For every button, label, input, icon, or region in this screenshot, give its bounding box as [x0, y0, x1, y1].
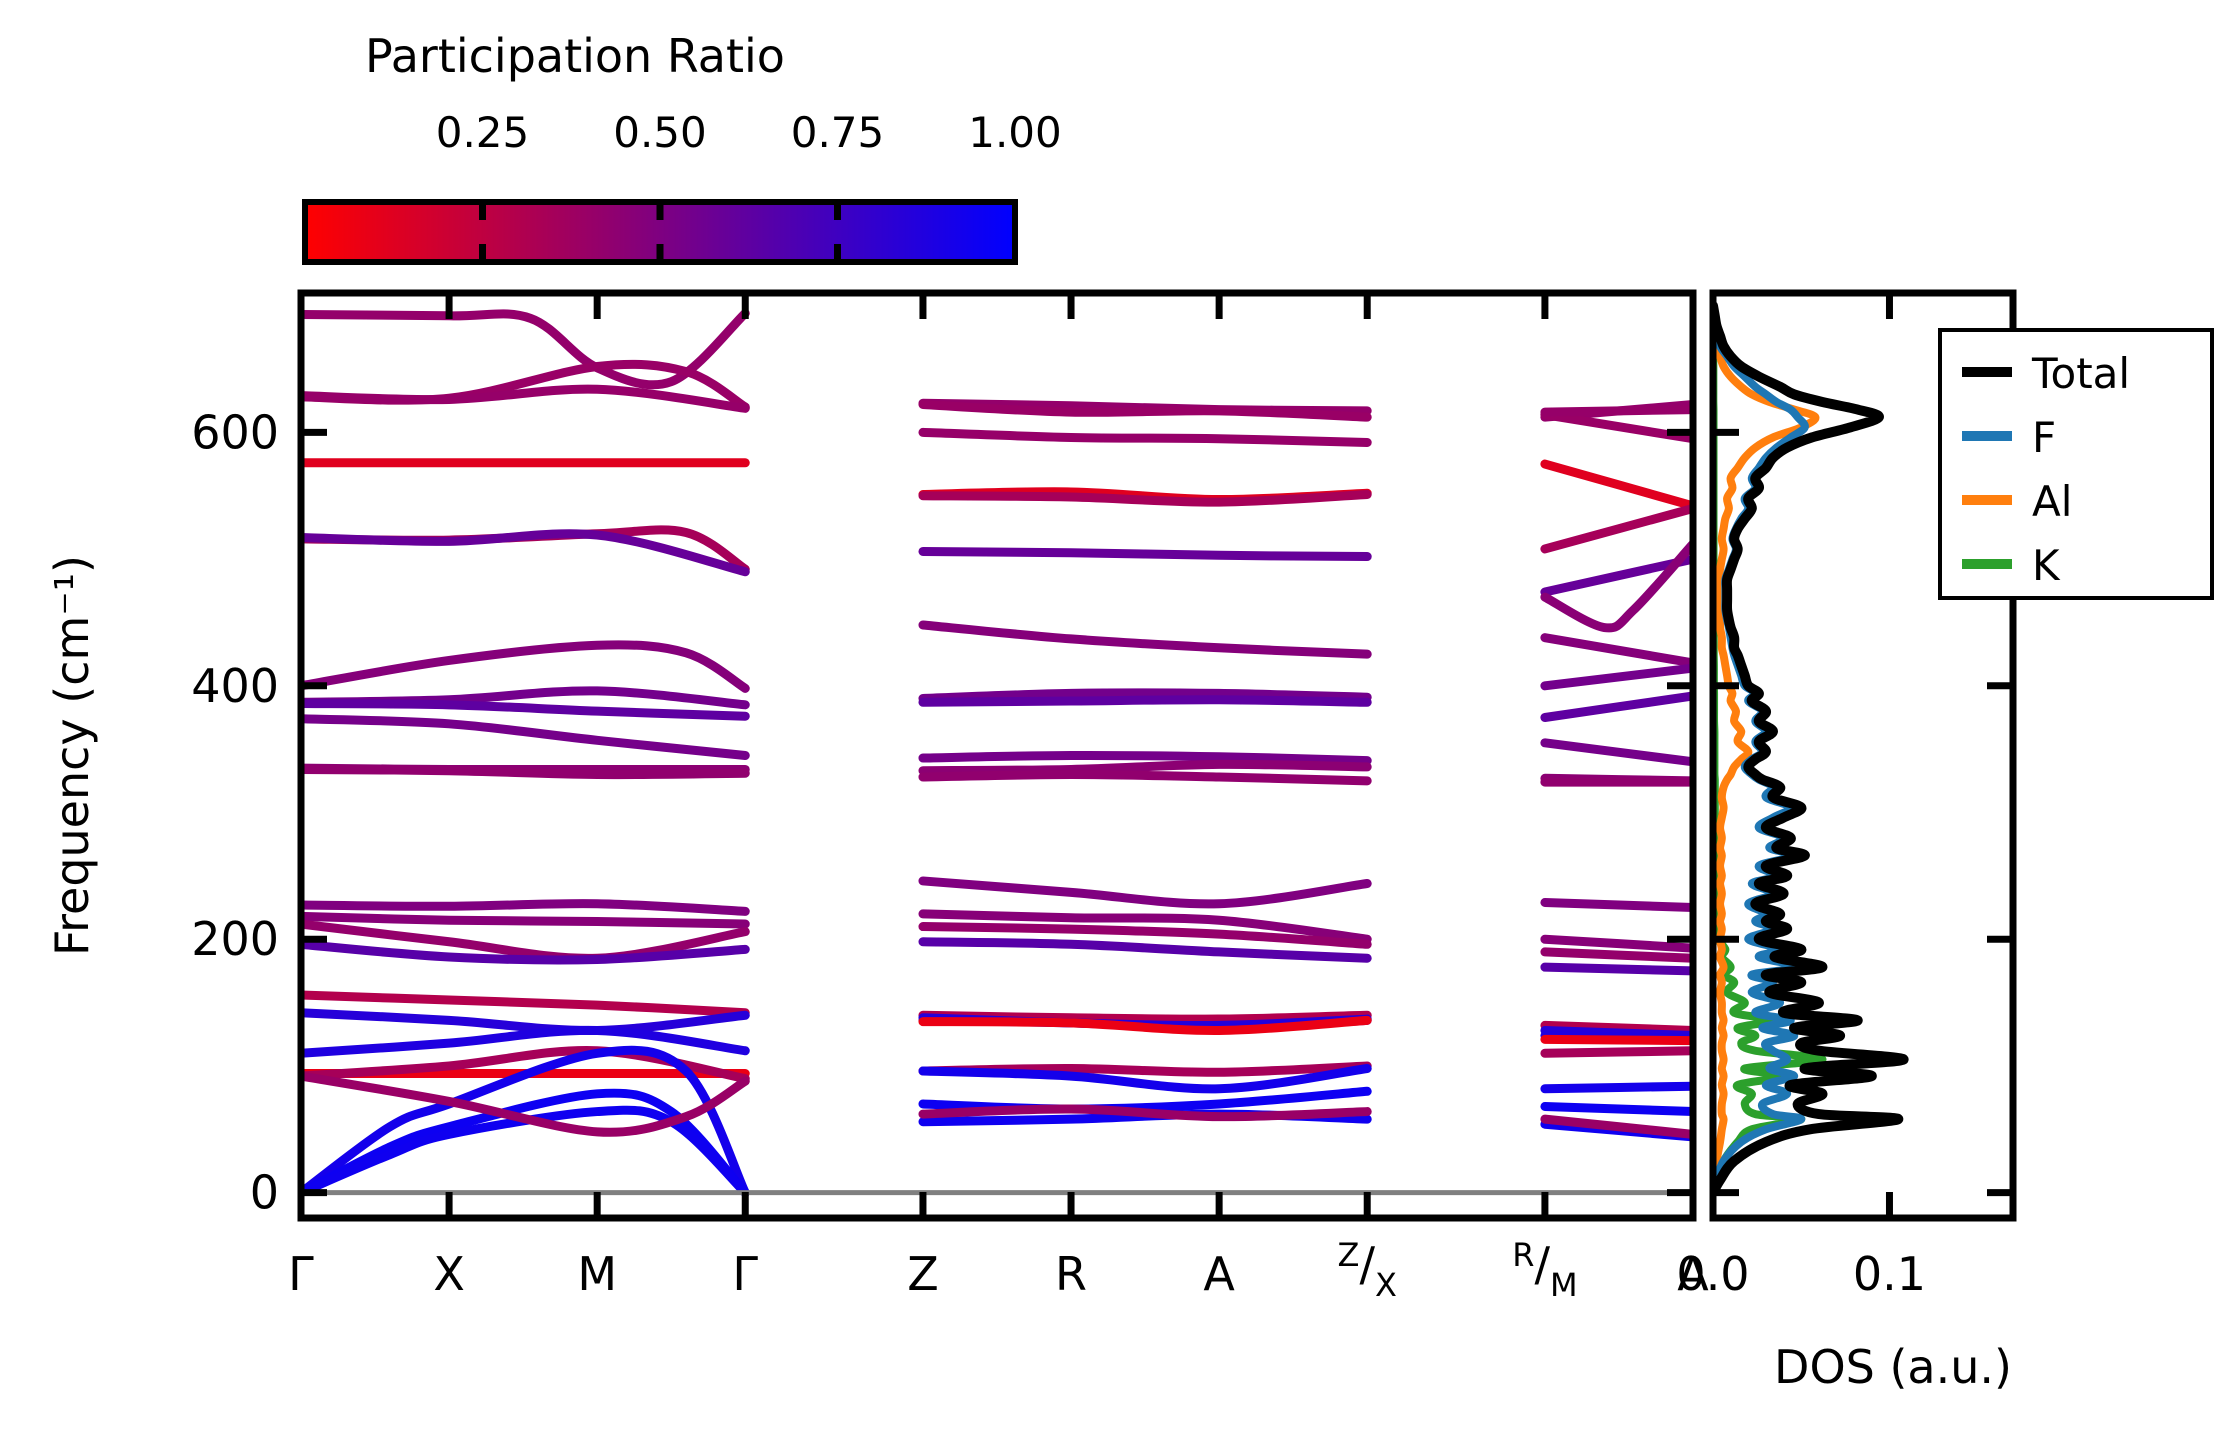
legend-label-f: F	[2032, 413, 2056, 462]
colorbar-tick-label: 0.75	[791, 108, 885, 157]
phonon-band-curve	[301, 699, 750, 721]
phonon-band-curve	[301, 640, 750, 693]
phonon-band-curve	[301, 384, 750, 413]
phonon-band-curve	[1540, 405, 1693, 417]
phonon-band-curve	[918, 400, 1372, 422]
phonon-band-curve	[1540, 1081, 1693, 1094]
colorbar-title: Participation Ratio	[365, 29, 785, 83]
phonon-band-curve	[301, 764, 750, 780]
phonon-band-curve	[1540, 1020, 1693, 1035]
dos-curves	[1713, 300, 1909, 1198]
phonon-band-curve	[918, 922, 1372, 949]
band-x-tick-label: Z	[907, 1247, 939, 1301]
phonon-band-curve	[1540, 663, 1693, 691]
band-y-ticks: 0 200 400 600	[191, 405, 1693, 1220]
phonon-band-curve	[918, 1086, 1372, 1114]
phonon-band-curve	[918, 620, 1372, 659]
phonon-band-curve	[1540, 1114, 1693, 1139]
colorbar-tick-label: 0.25	[436, 108, 530, 157]
band-x-tick-label: R/M	[1512, 1236, 1577, 1304]
phonon-band-curve	[301, 919, 750, 963]
phonon-band-curve	[918, 427, 1372, 448]
band-x-ticks: Γ X M Γ Z R A Z/X R/M A	[288, 293, 1709, 1304]
dos-legend: Total F Al K	[1938, 328, 2214, 600]
dos-curve-total	[1713, 300, 1909, 1198]
phonon-band-curve	[301, 1045, 750, 1198]
legend-label-al: Al	[2032, 477, 2072, 526]
colorbar-group: Participation Ratio 0.25 0.50 0.75 1.00	[302, 29, 1062, 265]
phonon-band-curve	[918, 876, 1372, 909]
dos-axes-frame	[1709, 289, 2017, 1222]
phonon-band-curve	[301, 714, 750, 760]
band-y-tick-label: 400	[191, 659, 279, 713]
phonon-band-curve	[918, 770, 1372, 786]
phonon-band-curve	[1540, 459, 1693, 511]
phonon-band-curve	[1540, 947, 1693, 963]
dos-x-tick-label: 0.1	[1853, 1247, 1926, 1301]
phonon-band-curve	[1540, 897, 1693, 913]
phonon-band-curve	[301, 911, 750, 929]
phonon-band-curve	[1540, 633, 1693, 668]
phonon-band-curve	[1540, 962, 1693, 976]
legend-label-k: K	[2032, 541, 2061, 590]
band-x-tick-label: A	[1677, 1247, 1709, 1301]
colorbar-ticks: 0.25 0.50 0.75 1.00	[436, 108, 1062, 262]
phonon-band-curve	[918, 1063, 1372, 1094]
phonon-band-curve	[1540, 738, 1693, 767]
phonon-band-curve	[918, 750, 1372, 766]
phonon-band-curve	[301, 1025, 750, 1058]
frequency-axis-label: Frequency (cm⁻¹)	[45, 555, 99, 956]
band-x-tick-label: Z/X	[1338, 1236, 1397, 1304]
phonon-band-curve	[918, 695, 1372, 707]
dos-panel: 0.0 0.1 DOS (a.u.) Total F Al K	[1676, 289, 2214, 1394]
phonon-band-curve	[1540, 1034, 1693, 1046]
phonon-band-curve	[1540, 503, 1693, 554]
phonon-band-curve	[1540, 1101, 1693, 1117]
band-x-tick-label: Γ	[288, 1247, 314, 1301]
phonon-band-curve	[1540, 934, 1693, 953]
colorbar-tick-label: 1.00	[968, 108, 1062, 157]
phonon-band-curve	[1540, 1046, 1693, 1058]
phonon-band-curve	[1540, 691, 1693, 722]
dos-x-tick-label: 0.0	[1676, 1247, 1749, 1301]
band-axes-frame	[297, 289, 1697, 1222]
phonon-band-curve	[918, 546, 1372, 562]
band-y-tick-label: 600	[191, 405, 279, 459]
phonon-band-curve	[301, 1008, 750, 1036]
phonon-band-curve	[918, 1104, 1372, 1122]
phonon-band-curve	[301, 899, 750, 916]
dos-x-ticks: 0.0 0.1	[1676, 293, 1926, 1301]
phonon-band-curve	[918, 759, 1372, 776]
band-x-tick-label: Γ	[732, 1247, 758, 1301]
phonon-band-curve	[301, 990, 750, 1018]
phonon-band-curve	[301, 939, 750, 965]
phonon-band-curve	[918, 489, 1372, 507]
band-x-tick-label: M	[577, 1247, 617, 1301]
dos-curve-al	[1713, 301, 1820, 1197]
phonon-band-curve	[918, 688, 1372, 703]
phonon-band-curve	[301, 529, 750, 577]
phonon-band-curve	[301, 308, 750, 390]
band-curves	[301, 308, 1693, 1198]
phonon-band-curve	[918, 1015, 1372, 1035]
band-structure-panel: 0 200 400 600 Γ X M Γ Z R A Z/X R/M A Frequency (cm⁻…	[45, 289, 1709, 1304]
phonon-band-curve	[301, 1071, 750, 1137]
dos-y-ticks	[1713, 428, 2013, 1197]
legend-label-total: Total	[2031, 349, 2130, 398]
colorbar-tick-label: 0.50	[613, 108, 707, 157]
band-x-tick-label: A	[1203, 1247, 1235, 1301]
phonon-band-curve	[918, 937, 1372, 963]
band-x-tick-label: X	[433, 1247, 465, 1301]
band-y-tick-label: 200	[191, 912, 279, 966]
band-y-tick-label: 0	[250, 1166, 279, 1220]
band-x-tick-label: R	[1055, 1247, 1087, 1301]
phonon-band-curve	[1540, 539, 1693, 633]
phonon-band-curve	[918, 909, 1372, 944]
phonon-band-curve	[1540, 410, 1693, 444]
phonon-band-curve	[301, 1088, 750, 1198]
dos-axis-label: DOS (a.u.)	[1774, 1340, 2012, 1394]
